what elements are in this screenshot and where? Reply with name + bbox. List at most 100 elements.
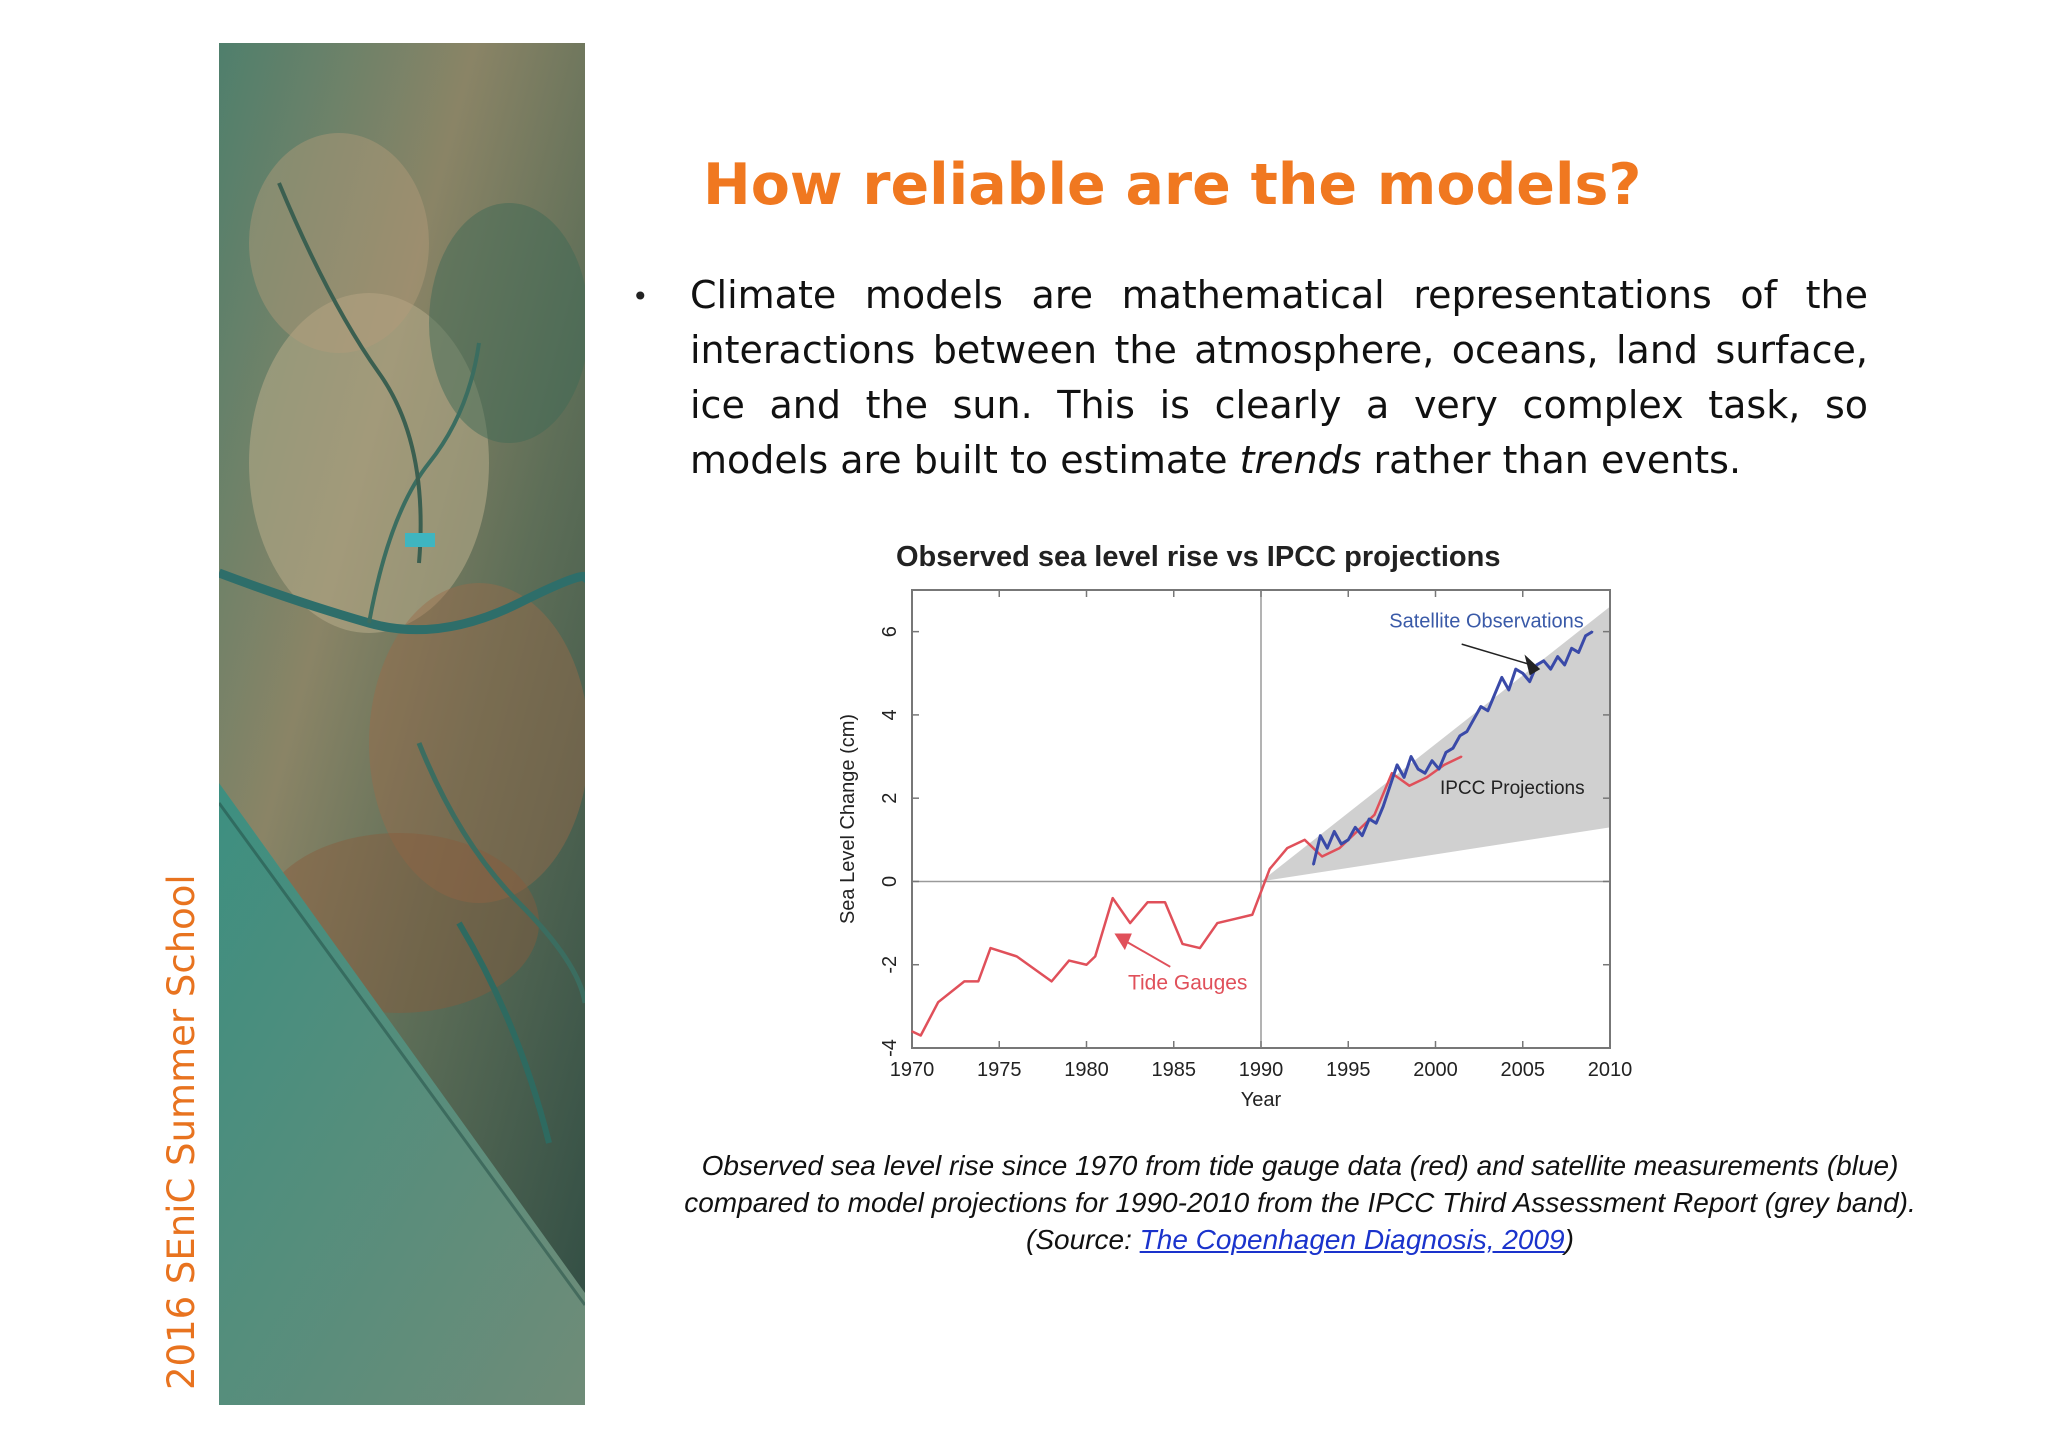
tide-gauges-point [1303,839,1306,841]
x-tick-label: 1985 [1152,1059,1197,1081]
chart-x-axis-label: Year [1241,1089,1282,1111]
satellite-observations-point [1403,776,1405,779]
x-tick-label: 2010 [1588,1059,1633,1081]
satellite-observations-point [1326,847,1329,849]
x-tick-label: 1980 [1064,1059,1109,1081]
tide-gauges-point [1321,855,1323,858]
tide-gauges-point [1015,955,1018,958]
satellite-observations-point [1473,718,1475,720]
tide-gauges-point [1050,980,1053,983]
tide-gauges-point [1129,922,1131,924]
satellite-observations-point [1382,805,1384,808]
tide-gauges-point [1068,959,1070,962]
bullet-text-end: rather than events. [1361,438,1742,482]
y-tick-label: 4 [879,709,901,720]
satellite-observations-point [1501,676,1503,679]
satellite-observations-point [1396,764,1398,766]
satellite-observations-point [1410,755,1412,758]
y-tick-label: -4 [879,1039,901,1057]
tide-gauges-point [1216,922,1219,924]
chart-title: Observed sea level rise vs IPCC projecti… [896,541,1500,573]
tide-gauges-point [1268,868,1271,870]
tide-gauges-point [1111,897,1114,899]
tide-gauges-point [1460,755,1463,758]
sea-level-chart: Observed sea level rise vs IPCC projecti… [837,530,1640,1130]
satellite-observations-point [1535,664,1538,666]
chart-y-axis-label: Sea Level Change (cm) [840,714,859,924]
satellite-observations-point [1591,630,1594,633]
figure-caption: Observed sea level rise since 1970 from … [660,1147,1940,1258]
aerial-delta-photo [219,43,585,1405]
tide-gauges-point [989,947,992,949]
tide-gauges-point [1373,814,1376,816]
tide-gauges-point [1234,918,1236,920]
satellite-observations-point [1507,689,1510,691]
satellite-observations-point [1570,647,1573,650]
satellite-observations-point [1389,784,1391,787]
x-tick-label: 1970 [890,1059,935,1081]
satellite-observations-point [1521,672,1524,675]
source-link[interactable]: The Copenhagen Diagnosis, 2009 [1139,1224,1565,1255]
bullet-text-start: Climate models are mathematical represen… [690,273,1868,482]
satellite-observations-point [1340,843,1343,845]
tide-gauges-point [1085,963,1088,966]
satellite-observations-point [1459,734,1461,737]
satellite-observations-point [1528,680,1531,683]
satellite-observations-point [1563,664,1566,666]
tide-gauges-point [919,1034,922,1037]
bullet-paragraph: Climate models are mathematical represen… [690,268,1868,488]
x-tick-label: 1990 [1239,1059,1284,1081]
satellite-observations-point [1466,730,1468,733]
y-tick-label: 6 [879,626,901,637]
satellite-observations-point [1542,659,1545,662]
satellite-observations-point [1312,864,1315,866]
side-label: 2016 SEniC Summer School [160,874,203,1390]
tide-gauges-point [1425,776,1428,779]
satellite-observations-point [1577,651,1580,654]
y-tick-label: 0 [879,876,901,887]
satellite-observations-point [1480,705,1482,708]
x-tick-label: 1975 [977,1059,1022,1081]
satellite-observations-point [1487,709,1489,712]
tide-gauges-point [1199,947,1201,949]
tide-gauges-point [1094,955,1097,958]
satellite-observations-point [1549,668,1552,670]
satellite-observations-point [1452,747,1454,750]
satellite-arrow-line [1461,643,1532,666]
page-title: How reliable are the models? [703,152,1642,218]
satellite-observations-point [1417,768,1419,770]
satellite-observations-point [1424,772,1426,774]
tide-gauges-point [1338,847,1341,849]
satellite-observations-point [1361,834,1364,837]
tide-gauges-point [1391,772,1393,774]
ipcc-projections-annotation: IPCC Projections [1440,778,1585,799]
ipcc-projection-band [1261,606,1610,882]
satellite-observations-point [1354,826,1357,829]
tide-gauges-point [1408,784,1411,787]
satellite-observations-point [1347,839,1350,841]
satellite-observations-point [1556,655,1559,658]
satellite-observations-point [1319,834,1322,837]
bullet-text-italic: trends [1239,438,1362,482]
satellite-arrow-head [1524,654,1541,676]
satellite-observations-point [1445,751,1447,754]
satellite-observations-point [1514,668,1517,670]
satellite-observations-point [1431,759,1433,762]
satellite-observations-point [1438,768,1440,770]
tide-gauges-point [963,980,966,983]
y-tick-label: 2 [879,793,901,804]
tide-gauges-point [1286,847,1288,849]
satellite-observations-point [1375,822,1377,824]
tide-gauges-annotation: Tide Gauges [1128,972,1247,995]
caption-close: ) [1564,1224,1574,1255]
tide-gauges-point [937,1001,939,1003]
satellite-observations-point [1494,693,1496,695]
x-tick-label: 1995 [1326,1059,1371,1081]
tide-gauges-point [1251,913,1254,916]
tide-arrow-line [1122,938,1171,968]
tide-gauges-point [1164,901,1166,904]
x-tick-label: 2005 [1501,1059,1546,1081]
satellite-observations-point [1368,818,1370,820]
satellite-observations-point [1333,830,1336,833]
satellite-observations-point [1584,635,1587,637]
